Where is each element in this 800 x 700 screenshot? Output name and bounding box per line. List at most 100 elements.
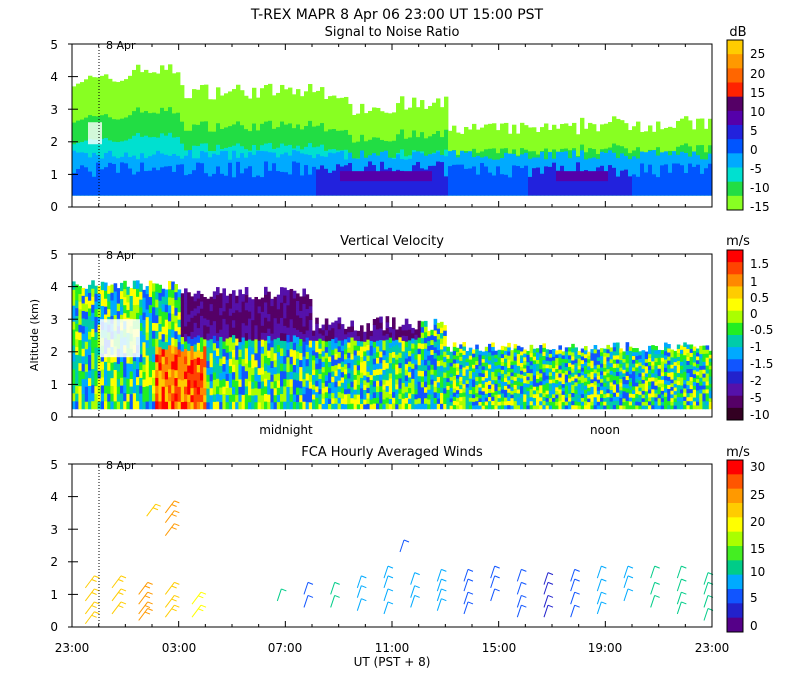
velocity-cell	[443, 345, 447, 352]
snr-cell	[648, 164, 653, 196]
velocity-cell	[564, 370, 569, 375]
velocity-cell	[596, 386, 601, 391]
velocity-cell	[225, 373, 230, 381]
velocity-cell	[216, 347, 220, 356]
velocity-cell	[456, 397, 460, 402]
velocity-cell	[472, 375, 476, 380]
velocity-cell	[408, 366, 412, 373]
snr-cell	[152, 167, 157, 196]
velocity-cell	[420, 321, 425, 328]
velocity-cell	[91, 352, 95, 362]
velocity-cell	[116, 393, 121, 402]
velocity-cell	[440, 397, 444, 404]
velocity-cell	[702, 377, 706, 382]
velocity-cell	[260, 311, 265, 319]
velocity-cell	[462, 375, 466, 381]
velocity-cell	[193, 329, 198, 338]
velocity-cell	[168, 280, 172, 290]
wind-barb-flag	[441, 568, 447, 572]
velocity-cell	[484, 362, 489, 367]
velocity-cell	[379, 339, 383, 346]
velocity-cell	[289, 288, 294, 297]
velocity-cell	[580, 405, 585, 410]
velocity-cell	[568, 385, 572, 391]
velocity-cell	[436, 392, 441, 399]
velocity-cell	[193, 336, 198, 345]
velocity-cell	[404, 375, 409, 382]
velocity-cell	[526, 383, 530, 388]
velocity-cell	[315, 386, 319, 393]
velocity-cell	[555, 383, 559, 388]
velocity-cell	[174, 401, 178, 410]
velocity-cell	[545, 390, 550, 395]
velocity-cell	[251, 395, 255, 403]
velocity-cell	[120, 369, 124, 378]
velocity-cell	[376, 357, 380, 364]
velocity-cell	[414, 384, 418, 390]
snr-cell	[360, 171, 365, 182]
snr-cell	[372, 171, 377, 182]
velocity-cell	[632, 359, 636, 364]
velocity-cell	[616, 342, 620, 348]
velocity-cell	[417, 403, 422, 410]
velocity-cell	[299, 401, 303, 410]
velocity-cell	[196, 290, 201, 299]
velocity-cell	[673, 387, 678, 392]
velocity-cell	[91, 288, 95, 297]
velocity-cell	[555, 372, 559, 377]
velocity-cell	[340, 324, 345, 330]
snr-cell	[76, 168, 81, 196]
velocity-cell	[529, 384, 534, 390]
velocity-cell	[641, 361, 646, 366]
velocity-cell	[420, 392, 425, 399]
velocity-cell	[472, 364, 476, 369]
velocity-cell	[270, 353, 274, 362]
velocity-cell	[376, 334, 380, 341]
velocity-cell	[145, 316, 150, 325]
velocity-cell	[558, 400, 562, 406]
velocity-cell	[347, 331, 351, 338]
velocity-cell	[174, 299, 178, 308]
velocity-cell	[590, 386, 594, 391]
velocity-cell	[248, 367, 252, 375]
velocity-cell	[644, 405, 649, 410]
winds-ytick: 2	[50, 555, 58, 569]
velocity-cell	[446, 381, 450, 386]
velocity-cell	[577, 369, 582, 374]
velocity-cell	[305, 401, 310, 410]
velocity-cell	[395, 384, 399, 390]
velocity-cell	[657, 394, 662, 399]
velocity-cell	[395, 389, 399, 395]
velocity-cell	[126, 355, 130, 364]
velocity-cell	[424, 326, 428, 333]
velocity-cell	[328, 324, 332, 331]
snr-cell	[260, 150, 265, 196]
velocity-cell	[123, 280, 127, 290]
colorbar-swatch	[727, 96, 743, 112]
velocity-cell	[116, 295, 121, 304]
velocity-cell	[216, 309, 220, 318]
velocity-cell	[337, 368, 342, 375]
velocity-cell	[398, 357, 402, 364]
velocity-cell	[244, 370, 249, 379]
velocity-cell	[276, 401, 281, 410]
velocity-cell	[206, 326, 210, 334]
wind-barb-flag	[601, 565, 607, 569]
velocity-cell	[664, 383, 668, 389]
velocity-cell	[510, 368, 514, 373]
wind-barb-flag	[118, 605, 124, 609]
velocity-cell	[603, 359, 607, 365]
velocity-cell	[299, 296, 303, 304]
velocity-cell	[478, 376, 482, 381]
velocity-cell	[366, 360, 370, 367]
velocity-cell	[449, 401, 454, 406]
velocity-cell	[440, 343, 444, 350]
velocity-cell	[654, 397, 658, 402]
velocity-cell	[462, 396, 466, 401]
velocity-cell	[564, 401, 569, 406]
velocity-cell	[152, 306, 156, 316]
wind-barb	[410, 572, 416, 585]
velocity-cell	[187, 292, 191, 300]
velocity-cell	[673, 365, 678, 370]
velocity-cell	[158, 385, 162, 394]
